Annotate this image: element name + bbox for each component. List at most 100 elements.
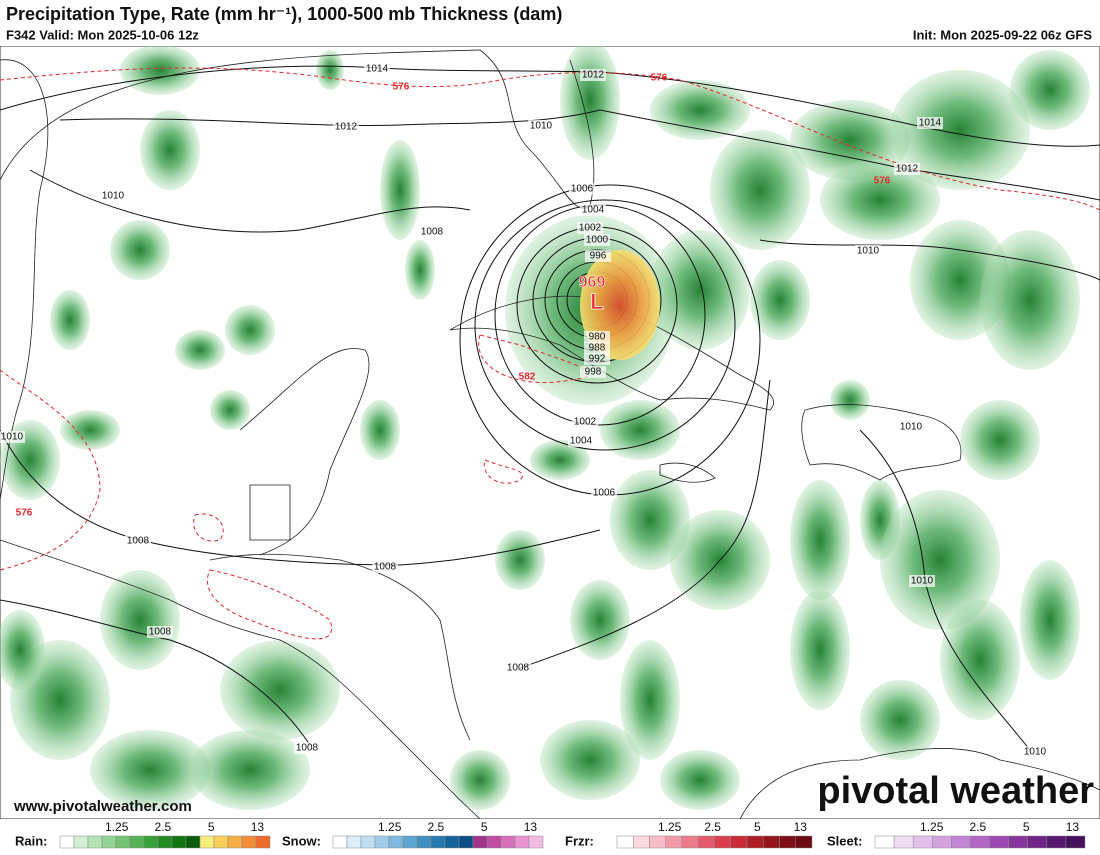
legend-tick: 13 — [524, 820, 538, 834]
legend-swatch — [714, 835, 731, 849]
legend-name: Frzr: — [565, 833, 594, 848]
thickness-label: 576 — [651, 73, 668, 84]
precip-blob — [50, 290, 90, 350]
legend-swatch — [115, 835, 131, 849]
isobar-label: 1008 — [421, 227, 444, 238]
label-bg — [364, 63, 390, 75]
legend-swatch — [332, 835, 348, 849]
label-bg — [147, 626, 173, 638]
precip-blob — [190, 730, 310, 810]
legend-swatch — [157, 835, 173, 849]
label-bg — [580, 204, 606, 216]
thickness-label: 576 — [393, 82, 410, 93]
legend-swatch — [763, 835, 780, 849]
legend-tick: 1.25 — [658, 820, 682, 834]
precip-blob — [650, 230, 750, 350]
legend-name: Snow: — [282, 833, 321, 848]
low-symbol: L — [590, 289, 603, 314]
legend-swatch — [970, 835, 990, 849]
precip-blob — [710, 130, 810, 250]
precip-blob — [860, 680, 940, 760]
legend-swatch — [874, 835, 895, 849]
init-time: Init: Mon 2025-09-22 06z GFS — [913, 27, 1092, 42]
label-bg — [568, 435, 594, 447]
legend-tick: 1.25 — [105, 820, 129, 834]
legend-swatch — [633, 835, 650, 849]
isobar-label: 1008 — [127, 536, 150, 547]
precip-blob — [100, 570, 180, 670]
isobar-label: 1006 — [571, 184, 594, 195]
legend-swatch — [59, 835, 75, 849]
precip-blob — [890, 70, 1030, 190]
legend-swatch — [388, 835, 404, 849]
legend-tick: 5 — [754, 820, 761, 834]
isobar-label: 1004 — [582, 205, 605, 216]
legend-swatch — [486, 835, 502, 849]
valid-time: F342 Valid: Mon 2025-10-06 12z — [6, 27, 199, 42]
legend-swatch — [649, 835, 666, 849]
precip-blob — [380, 140, 420, 240]
isobar-label: 1010 — [911, 576, 934, 587]
label-bg — [580, 366, 606, 378]
legend-swatch — [346, 835, 362, 849]
legend-swatch — [199, 835, 215, 849]
legend-swatch — [171, 835, 187, 849]
legend-swatch — [73, 835, 89, 849]
legend-name: Sleet: — [827, 833, 862, 848]
legend-swatch — [698, 835, 715, 849]
legend-swatch — [779, 835, 796, 849]
label-bg — [0, 431, 25, 443]
legend-swatch — [1046, 835, 1067, 849]
label-bg — [584, 353, 610, 365]
label-bg — [125, 535, 151, 547]
precip-blob — [940, 600, 1020, 720]
coastlines — [0, 49, 1100, 819]
isobar-label: 1010 — [857, 246, 880, 257]
label-bg — [569, 183, 595, 195]
precip-blob — [140, 110, 200, 190]
precip-blob — [90, 730, 210, 810]
label-bg — [100, 190, 126, 202]
thickness-label: 576 — [16, 508, 33, 519]
legend-swatch — [795, 835, 813, 849]
label-bg — [419, 226, 445, 238]
isobar-label: 1002 — [579, 223, 602, 234]
legend-swatch — [1065, 835, 1086, 849]
isobar-label: 1008 — [149, 627, 172, 638]
legend-swatch — [1027, 835, 1048, 849]
isobar-label: 998 — [585, 367, 602, 378]
precip-blob — [1020, 560, 1080, 680]
legend-swatch — [1008, 835, 1028, 849]
precip-blob — [880, 490, 1000, 630]
isobar-label: 1008 — [374, 562, 397, 573]
legend-swatch — [185, 835, 201, 849]
isobar-label: 1010 — [530, 121, 553, 132]
isobar-label: 1008 — [507, 663, 530, 674]
legend-tick: 2.5 — [155, 820, 172, 834]
isobar-label: 1004 — [570, 436, 593, 447]
legend-swatch — [416, 835, 432, 849]
legend-tick: 13 — [794, 820, 808, 834]
precip-blob — [560, 46, 620, 160]
precip-blob — [60, 410, 120, 450]
isobar-label: 1012 — [582, 70, 605, 81]
precip-blob — [830, 380, 870, 420]
legend-tick: 2.5 — [428, 820, 445, 834]
legend-swatch — [241, 835, 257, 849]
label-bg — [580, 69, 606, 81]
precip-blob — [570, 580, 630, 660]
label-bg — [909, 575, 935, 587]
isobar-label: 1014 — [919, 118, 942, 129]
isobar-label: 1014 — [366, 64, 389, 75]
legend-swatch — [616, 835, 634, 849]
legend-tick: 1.25 — [378, 820, 402, 834]
legend-tick: 5 — [481, 820, 488, 834]
legend-swatch — [360, 835, 376, 849]
website: www.pivotalweather.com — [13, 798, 192, 815]
legend-swatch — [912, 835, 933, 849]
legend-tick: 13 — [251, 820, 265, 834]
precip-blob — [120, 46, 200, 95]
precip-blob — [0, 610, 45, 690]
legend-swatch — [500, 835, 516, 849]
isobar-label: 1010 — [1024, 747, 1047, 758]
